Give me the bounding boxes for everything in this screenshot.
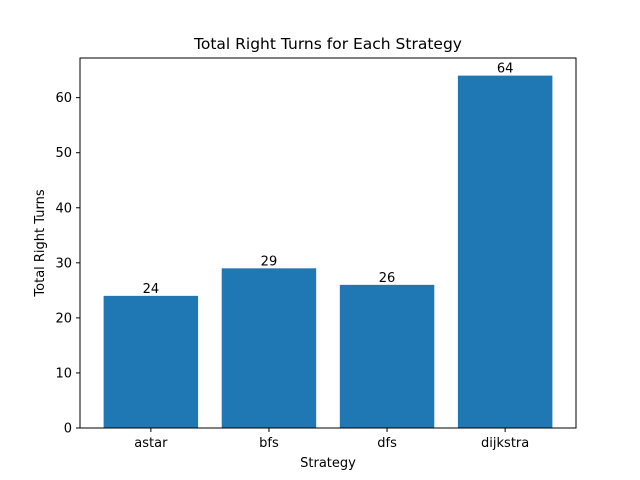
y-tick-label-50: 50 xyxy=(55,146,72,161)
bar-bfs xyxy=(221,268,317,428)
y-tick-label-30: 30 xyxy=(55,256,72,271)
y-tick-label-20: 20 xyxy=(55,311,72,326)
x-tick-label-dfs: dfs xyxy=(377,436,397,451)
data-label-dfs: 26 xyxy=(379,271,396,286)
bars-group xyxy=(103,75,553,428)
x-axis: astar bfs dfs dijkstra xyxy=(134,428,529,451)
x-axis-label: Strategy xyxy=(300,456,356,471)
data-label-bfs: 29 xyxy=(261,254,278,269)
plot-frame xyxy=(79,57,577,429)
y-tick-label-40: 40 xyxy=(55,201,72,216)
y-tick-label-0: 0 xyxy=(64,422,72,437)
x-tick-label-bfs: bfs xyxy=(259,436,279,451)
y-axis: 0 10 20 30 40 50 60 xyxy=(55,91,80,437)
x-tick-label-dijkstra: dijkstra xyxy=(481,436,529,451)
chart-title: Total Right Turns for Each Strategy xyxy=(193,35,462,53)
y-tick-label-60: 60 xyxy=(55,91,72,106)
bar-astar xyxy=(103,295,199,428)
bar-dijkstra xyxy=(457,75,553,428)
x-tick-label-astar: astar xyxy=(134,436,168,451)
data-label-dijkstra: 64 xyxy=(497,62,514,77)
y-tick-label-10: 10 xyxy=(55,366,72,381)
data-label-astar: 24 xyxy=(143,282,160,297)
y-axis-label: Total Right Turns xyxy=(33,189,48,297)
data-labels-group: 24 29 26 64 xyxy=(143,62,514,297)
bar-dfs xyxy=(339,284,435,428)
